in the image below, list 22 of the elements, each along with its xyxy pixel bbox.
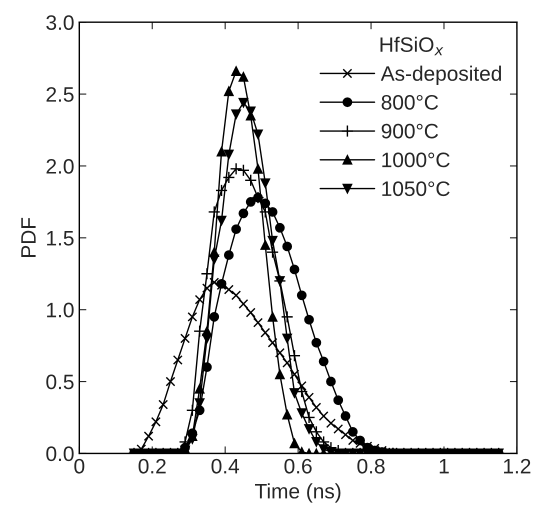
y-tick-label: 2.0 — [46, 158, 74, 174]
y-axis-title: PDF — [21, 218, 36, 257]
legend-label: 900°C — [382, 124, 438, 139]
y-tick-label: 1.0 — [47, 302, 74, 318]
legend-title: HfSiO$_{x}$ — [380, 36, 444, 56]
legend-label: 1050°C — [382, 181, 450, 196]
legend-label: As-deposited — [380, 66, 501, 86]
y-tick-label: 2.5 — [46, 87, 74, 102]
y-tick-label: 0.5 — [46, 374, 74, 390]
y-tick-label: 0.0 — [46, 446, 74, 462]
x-tick-label: 0.8 — [357, 458, 385, 474]
y-tick-label: 3.0 — [46, 15, 74, 30]
x-tick-label: 0.4 — [212, 458, 240, 474]
y-tick-label: 1.5 — [47, 231, 74, 246]
x-tick-label: 1 — [440, 459, 449, 474]
x-tick-label: 0.2 — [138, 458, 166, 474]
legend-label: 800°C — [382, 94, 438, 110]
x-tick-label: 1.2 — [504, 458, 530, 474]
legend-label: 1000°C — [382, 152, 450, 168]
x-axis-title: Time (ns) — [254, 483, 340, 503]
x-tick-label: 0.6 — [284, 458, 312, 474]
x-tick-label: 0 — [74, 458, 84, 474]
